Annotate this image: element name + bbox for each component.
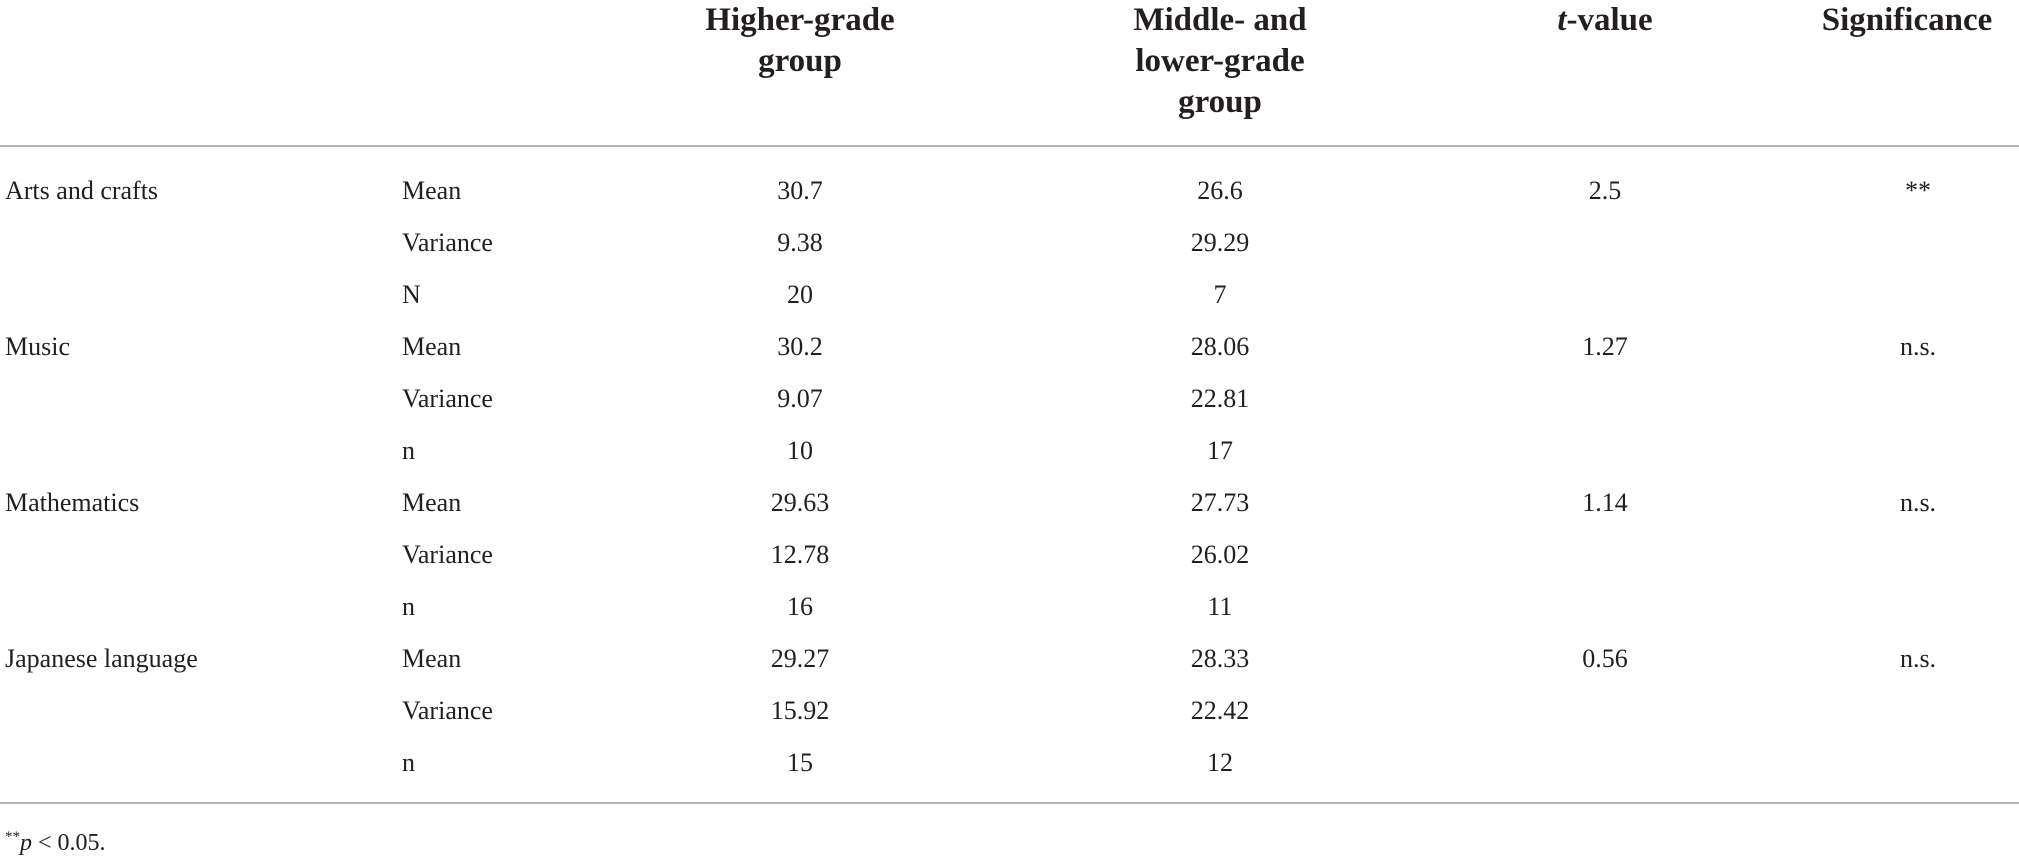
cell-middle-lower-grade: 7 (1213, 280, 1227, 309)
cell-middle-lower-grade: 26.02 (1190, 540, 1250, 569)
cell-middle-lower-grade: 12 (1207, 748, 1233, 777)
cell-middle-lower-grade: 22.42 (1190, 696, 1250, 725)
header-divider (0, 145, 2019, 147)
cell-higher-grade: 10 (787, 436, 813, 465)
cell-statistic: n (402, 748, 415, 777)
header-middle-line-3: group (1178, 84, 1262, 120)
cell-statistic: n (402, 436, 415, 465)
footnote-mark: ** (5, 829, 20, 845)
cell-higher-grade: 15.92 (770, 696, 830, 725)
cell-significance: n.s. (1899, 488, 1937, 517)
cell-middle-lower-grade: 29.29 (1190, 228, 1250, 257)
table-row: Variance 12.78 26.02 (0, 529, 2019, 581)
cell-higher-grade: 30.7 (777, 176, 823, 205)
cell-t-value: 1.27 (1582, 332, 1628, 361)
cell-middle-lower-grade: 26.6 (1197, 176, 1243, 205)
cell-significance: n.s. (1899, 644, 1937, 673)
table-footnote: **p < 0.05. (5, 820, 106, 860)
cell-middle-lower-grade: 27.73 (1190, 488, 1250, 517)
cell-statistic: Variance (402, 228, 493, 257)
cell-statistic: Mean (402, 488, 462, 517)
cell-middle-lower-grade: 11 (1207, 592, 1233, 621)
table-row: n 16 11 (0, 581, 2019, 633)
cell-higher-grade: 9.38 (777, 228, 823, 257)
cell-statistic: Mean (402, 644, 462, 673)
cell-t-value: 2.5 (1588, 176, 1622, 205)
cell-significance: ** (1905, 176, 1931, 205)
cell-higher-grade: 16 (787, 592, 813, 621)
cell-higher-grade: 20 (787, 280, 813, 309)
cell-statistic: Variance (402, 696, 493, 725)
table-row: n 15 12 (0, 737, 2019, 789)
cell-statistic: n (402, 592, 415, 621)
header-higher-line-1: Higher-grade (705, 2, 895, 38)
table-row: Music Mean 30.2 28.06 1.27 n.s. (0, 321, 2019, 373)
table-row: n 10 17 (0, 425, 2019, 477)
cell-subject: Music (5, 332, 70, 361)
cell-higher-grade: 12.78 (770, 540, 830, 569)
cell-statistic: N (402, 280, 421, 309)
cell-statistic: Mean (402, 176, 462, 205)
cell-higher-grade: 15 (787, 748, 813, 777)
cell-middle-lower-grade: 22.81 (1190, 384, 1250, 413)
header-t-value: t-value (1485, 0, 1725, 41)
cell-higher-grade: 29.27 (770, 644, 830, 673)
table-row: N 20 7 (0, 269, 2019, 321)
table-row: Variance 9.07 22.81 (0, 373, 2019, 425)
cell-middle-lower-grade: 17 (1207, 436, 1233, 465)
header-middle-lower-grade-group: Middle- and lower-grade group (1070, 0, 1370, 123)
cell-middle-lower-grade: 28.06 (1190, 332, 1250, 361)
header-middle-line-2: lower-grade (1135, 43, 1305, 79)
header-t-italic: t (1557, 2, 1567, 38)
table-row: Variance 15.92 22.42 (0, 685, 2019, 737)
header-higher-grade-group: Higher-grade group (650, 0, 950, 82)
cell-higher-grade: 30.2 (777, 332, 823, 361)
cell-statistic: Variance (402, 540, 493, 569)
cell-statistic: Mean (402, 332, 462, 361)
header-middle-line-1: Middle- and (1133, 2, 1307, 38)
cell-subject: Japanese language (5, 644, 198, 673)
cell-t-value: 0.56 (1582, 644, 1628, 673)
table-row: Mathematics Mean 29.63 27.73 1.14 n.s. (0, 477, 2019, 529)
cell-higher-grade: 9.07 (777, 384, 823, 413)
cell-middle-lower-grade: 28.33 (1190, 644, 1250, 673)
table-row: Variance 9.38 29.29 (0, 217, 2019, 269)
footnote-p: p (20, 830, 32, 856)
cell-t-value: 1.14 (1582, 488, 1628, 517)
cell-significance: n.s. (1899, 332, 1937, 361)
cell-statistic: Variance (402, 384, 493, 413)
header-significance: Significance (1821, 2, 1993, 38)
table-bottom-divider (0, 802, 2019, 804)
cell-subject: Arts and crafts (5, 176, 159, 205)
cell-higher-grade: 29.63 (770, 488, 830, 517)
cell-subject: Mathematics (5, 488, 140, 517)
header-t-rest: -value (1566, 2, 1653, 38)
table-row: Japanese language Mean 29.27 28.33 0.56 n.s. (0, 633, 2019, 685)
footnote-text: < 0.05. (32, 830, 106, 856)
header-higher-line-2: group (758, 43, 842, 79)
table-row: Arts and crafts Mean 30.7 26.6 2.5 ** (0, 165, 2019, 217)
